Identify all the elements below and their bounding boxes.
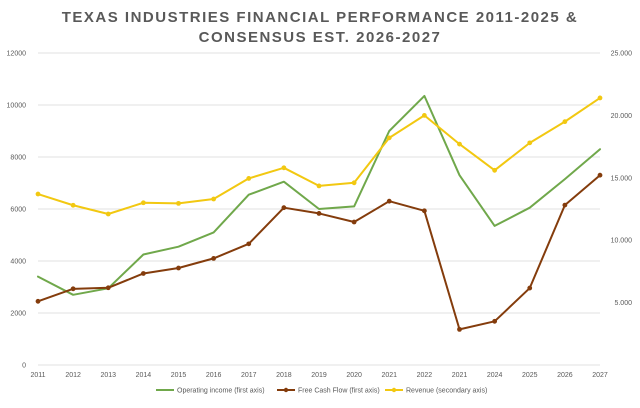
x-tick-label: 2027 [592, 372, 608, 379]
series-3-point [246, 176, 252, 181]
chart-title-line-2: CONSENSUS EST. 2026-2027 [199, 29, 442, 46]
series-3-point [211, 196, 217, 202]
legend-label: Operating income (first axis) [177, 388, 265, 395]
series-2-point [70, 286, 76, 292]
x-tick-label: 2016 [206, 372, 222, 379]
primary-tick-label: 12000 [7, 51, 27, 58]
secondary-tick-label: 10.000 [611, 238, 633, 245]
x-tick-label: 2024 [487, 372, 503, 379]
series-3-point [351, 180, 357, 186]
series-layer [35, 94, 603, 332]
x-tick-label: 2017 [241, 372, 257, 379]
x-tick-label: 2013 [100, 372, 116, 379]
x-tick-label: 2026 [557, 372, 573, 379]
secondary-tick-label: 5.000 [614, 300, 632, 307]
primary-tick-label: 4000 [10, 259, 26, 266]
series-2-point [176, 265, 181, 271]
series-3-point [281, 165, 287, 171]
series-2-point [246, 241, 252, 247]
series-3-point [457, 141, 462, 147]
x-tick-label: 2021 [381, 372, 397, 379]
series-3-point [70, 202, 76, 208]
series-3-point [492, 167, 498, 173]
primary-axis-labels: 0 2000 4000 6000 8000 10000 12000 [7, 51, 27, 370]
secondary-tick-label: 15.000 [611, 175, 633, 182]
series-3-point [105, 211, 111, 217]
series-3-point [527, 140, 533, 146]
legend-marker [283, 387, 289, 393]
series-2-point [421, 208, 427, 214]
gridlines [38, 52, 600, 366]
x-tick-label: 2020 [346, 372, 362, 379]
series-3-point [140, 200, 146, 206]
secondary-tick-label: 20.000 [611, 113, 633, 120]
series-2-point [105, 285, 111, 291]
series-3-point [597, 95, 603, 101]
series-3-point [35, 191, 41, 197]
series-2-point [316, 211, 322, 216]
x-tick-label: 2021 [452, 372, 468, 379]
series-3-point [562, 119, 568, 125]
legend-item: Free Cash Flow (first axis) [277, 388, 380, 395]
series-2-point [527, 285, 533, 291]
series-2-point [562, 202, 568, 208]
series-3-point [316, 183, 322, 189]
series-2-point [35, 298, 41, 304]
legend-item: Revenue (secondary axis) [385, 388, 487, 395]
legend-marker [391, 387, 397, 393]
x-tick-label: 2025 [522, 372, 538, 379]
series-2-point [351, 219, 357, 225]
legend-item: Operating income (first axis) [156, 388, 265, 395]
series-3-point [421, 113, 427, 118]
series-2-point [211, 256, 217, 261]
chart-title-line-1: TEXAS INDUSTRIES FINANCIAL PERFORMANCE 2… [62, 9, 578, 26]
legend: Operating income (first axis) Free Cash F… [156, 388, 487, 395]
x-tick-label: 2015 [171, 372, 187, 379]
x-tick-label: 2012 [65, 372, 81, 379]
series-2-point [457, 326, 462, 332]
x-tick-label: 2019 [311, 372, 327, 379]
x-tick-label: 2011 [30, 372, 45, 379]
series-3-point [176, 200, 181, 206]
legend-label: Free Cash Flow (first axis) [298, 388, 380, 395]
series-2-point [492, 318, 498, 324]
secondary-axis-labels: 5.000 10.000 15.000 20.000 25.000 [611, 51, 633, 308]
x-tick-label: 2018 [276, 372, 292, 379]
secondary-tick-label: 25.000 [611, 51, 633, 58]
series-2-point [140, 271, 146, 276]
primary-tick-label: 8000 [10, 155, 26, 162]
series-line-3 [37, 96, 601, 215]
series-2-point [281, 205, 287, 211]
primary-tick-label: 0 [22, 363, 26, 370]
series-2-point [386, 198, 392, 204]
series-line-2 [37, 174, 601, 331]
x-tick-label: 2014 [136, 372, 152, 379]
series-3-point [386, 135, 392, 141]
primary-tick-label: 6000 [10, 207, 26, 214]
x-tick-label: 2022 [417, 372, 433, 379]
primary-tick-label: 2000 [10, 311, 26, 318]
series-2-point [597, 172, 603, 178]
primary-tick-label: 10000 [7, 103, 27, 110]
series-line-1 [37, 94, 601, 296]
x-axis-labels: 2011 2012 2013 2014 2015 2016 2017 2018 2019 2020… [30, 372, 607, 379]
legend-label: Revenue (secondary axis) [406, 388, 487, 395]
